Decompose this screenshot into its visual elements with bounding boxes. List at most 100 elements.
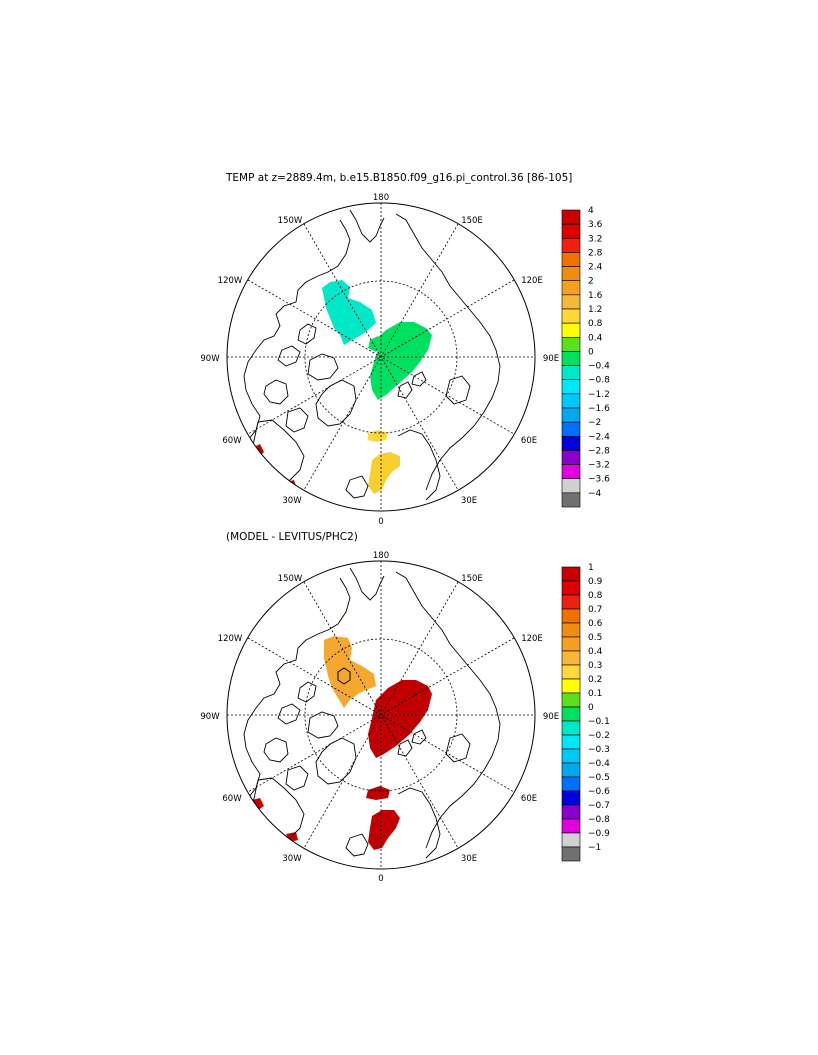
lon-label-120e-b: 120E [521,634,543,644]
colorbar-top-tick-label: −3.2 [588,461,610,471]
colorbar-top-tick-label: −3.6 [588,475,610,485]
colorbar-top-swatch [561,223,581,239]
colorbar-bottom-swatch [561,846,581,862]
field-yellow-region [368,452,400,494]
lon-label-60w: 60W [222,436,242,446]
colorbar-top-swatch [561,478,581,494]
lon-label-150e: 150E [461,216,483,226]
colorbar-bottom-swatch [561,762,581,778]
colorbar-top: 4 3.6 3.2 2.8 2.4 2 1.6 1.2 0.8 0.4 0 −0.4 −0.8 −1.2 −… [560,206,620,511]
lon-label-180: 180 [373,193,389,203]
colorbar-top-tick-label: −0.8 [588,376,610,386]
colorbar-top-swatch [561,336,581,352]
lon-label-30w-b: 30W [282,854,302,864]
colorbar-top-tick-label: −1.6 [588,404,610,414]
lon-label-60e: 60E [521,436,537,446]
field-yellow-small [368,430,388,442]
colorbar-top-swatch [561,266,581,282]
colorbar-top-swatch [561,464,581,480]
colorbar-bottom: 1 0.9 0.8 0.7 0.6 0.5 0.4 0.3 0.2 0.1 0 −0.1 −0.2 −0.… [560,563,620,865]
colorbar-top-tick-label: 1.2 [588,305,602,315]
colorbar-bottom-swatch [561,706,581,722]
colorbar-bottom-tick-label: 0.8 [588,591,603,601]
colorbar-top-swatch [561,492,581,508]
lon-label-150e-b: 150E [461,574,483,584]
colorbar-top-swatch [561,308,581,324]
colorbar-bottom-swatch [561,678,581,694]
lon-label-180-b: 180 [373,551,389,561]
colorbar-top-tick-label: 0.4 [588,333,603,343]
lon-label-90w-b: 90W [200,712,220,722]
colorbar-bottom-tick-label: 0.4 [588,647,603,657]
colorbar-top-tick-label: −0.4 [588,362,610,372]
colorbar-top-tick-label: 1.6 [588,291,603,301]
colorbar-top-swatch [561,322,581,338]
field-cyan-region [322,280,376,345]
colorbar-bottom-tick-label: −0.3 [588,745,610,755]
colorbar-top-swatch [561,379,581,395]
polar-map-bottom: 180 150W 150E 120W 120E 90W 90E 60W 60E … [200,548,570,893]
colorbar-bottom-tick-label: 0.2 [588,675,602,685]
colorbar-top-tick-label: 4 [588,206,594,216]
colorbar-bottom-tick-label: 1 [588,563,594,573]
colorbar-bottom-svg: 1 0.9 0.8 0.7 0.6 0.5 0.4 0.3 0.2 0.1 0 −0.1 −0.2 −0.… [561,563,610,862]
colorbar-bottom-swatch [561,748,581,764]
colorbar-top-tick-label: 0.8 [588,319,603,329]
colorbar-bottom-swatch [561,664,581,680]
diff-darkred-region [368,680,432,758]
map-boundary-bottom [226,560,536,870]
colorbar-top-swatch [561,365,581,381]
lon-label-0-b: 0 [378,874,383,884]
colorbar-bottom-tick-label: −0.4 [588,759,610,769]
colorbar-bottom-tick-label: −0.5 [588,773,610,783]
colorbar-bottom-tick-label: 0 [588,703,594,713]
lon-label-90e: 90E [543,354,559,364]
lon-label-30e-b: 30E [461,854,477,864]
colorbar-top-tick-label: 2.4 [588,263,603,273]
diff-darkred-lower [368,810,400,850]
colorbar-bottom-tick-label: 0.6 [588,619,603,629]
lon-label-90w: 90W [200,354,220,364]
colorbar-bottom-swatch [561,818,581,834]
colorbar-top-tick-label: −4 [588,489,602,499]
colorbar-top-tick-label: −1.2 [588,390,610,400]
colorbar-bottom-tick-label: 0.9 [588,577,603,587]
colorbar-bottom-tick-label: −0.9 [588,829,610,839]
colorbar-top-swatch [561,237,581,253]
colorbar-top-tick-label: −2.8 [588,446,610,456]
field-green-small [368,336,382,352]
polar-map-top: 180 150W 150E 120W 120E 90W 90E 60W 60E … [200,190,570,535]
colorbar-bottom-tick-label: −0.1 [588,717,610,727]
map-title-bottom: (MODEL - LEVITUS/PHC2) [226,531,358,543]
colorbar-bottom-swatch [561,804,581,820]
colorbar-bottom-swatch [561,580,581,596]
colorbar-bottom-tick-label: 0.1 [588,689,602,699]
colorbar-bottom-swatch [561,734,581,750]
colorbar-top-swatch [561,393,581,409]
lon-label-30w: 30W [282,496,302,506]
colorbar-top-svg: 4 3.6 3.2 2.8 2.4 2 1.6 1.2 0.8 0.4 0 −0.4 −0.8 −1.2 −… [561,206,610,508]
map-boundary [226,202,536,512]
lon-label-60e-b: 60E [521,794,537,804]
colorbar-top-swatch [561,407,581,423]
colorbar-bottom-swatch [561,622,581,638]
diff-contour [337,667,351,685]
coastlines-bottom [241,567,501,859]
colorbar-bottom-swatch [561,650,581,666]
colorbar-top-tick-label: 2 [588,277,594,287]
lon-label-150w-b: 150W [278,574,303,584]
lon-label-90e-b: 90E [543,712,559,722]
lon-label-120w-b: 120W [218,634,243,644]
colorbar-top-swatch [561,421,581,437]
colorbar-bottom-swatch [561,608,581,624]
colorbar-bottom-swatch [561,692,581,708]
lon-label-60w-b: 60W [222,794,242,804]
colorbar-bottom-tick-label: 0.3 [588,661,602,671]
colorbar-bottom-tick-label: −0.2 [588,731,610,741]
colorbar-bottom-tick-label: 0.7 [588,605,602,615]
colorbar-bottom-tick-label: −0.8 [588,815,610,825]
colorbar-bottom-swatch [561,566,581,582]
colorbar-top-swatch [561,450,581,465]
colorbar-top-swatch [561,351,581,366]
graticule-bottom [227,561,535,869]
